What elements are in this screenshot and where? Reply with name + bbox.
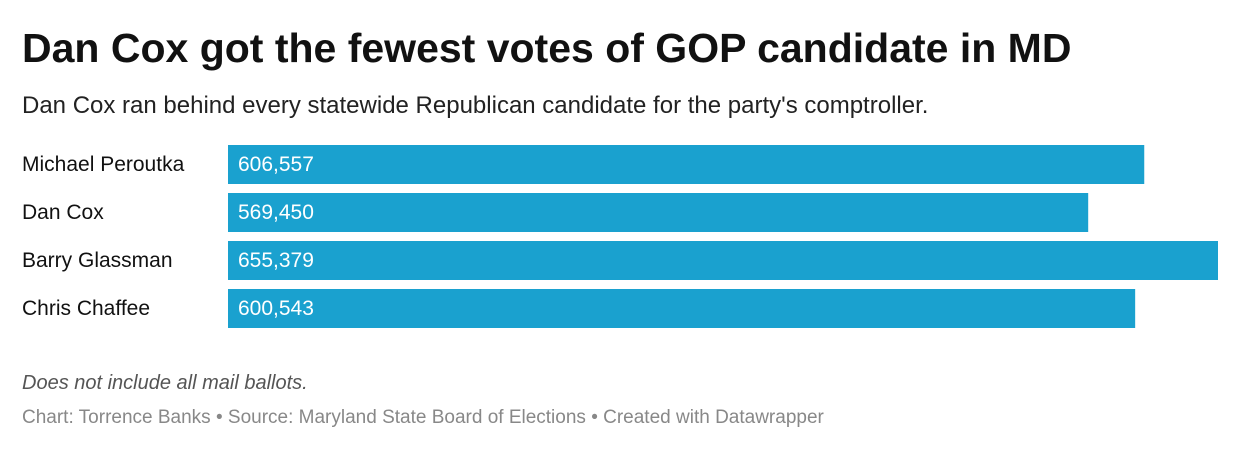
bar-chart: Michael Peroutka 606,557 Dan Cox 569,450 Bar… [0, 140, 1240, 340]
value-label-michael-peroutka: 606,557 [238, 153, 314, 176]
value-label-barry-glassman: 655,379 [238, 249, 314, 272]
chart-subtitle: Dan Cox ran behind every statewide Repub… [22, 90, 928, 122]
category-label-barry-glassman: Barry Glassman [22, 249, 173, 272]
value-label-chris-chaffee: 600,543 [238, 297, 314, 320]
bar-barry-glassman [228, 241, 1218, 280]
chart-note: Does not include all mail ballots. [22, 369, 308, 397]
chart-credits: Chart: Torrence Banks • Source: Maryland… [22, 405, 824, 431]
bar-chris-chaffee [228, 289, 1135, 328]
chart-title: Dan Cox got the fewest votes of GOP cand… [22, 22, 1071, 74]
bar-dan-cox [228, 193, 1088, 232]
category-label-michael-peroutka: Michael Peroutka [22, 153, 185, 176]
bar-michael-peroutka [228, 145, 1144, 184]
category-label-dan-cox: Dan Cox [22, 201, 104, 224]
value-label-dan-cox: 569,450 [238, 201, 314, 224]
category-label-chris-chaffee: Chris Chaffee [22, 297, 150, 320]
